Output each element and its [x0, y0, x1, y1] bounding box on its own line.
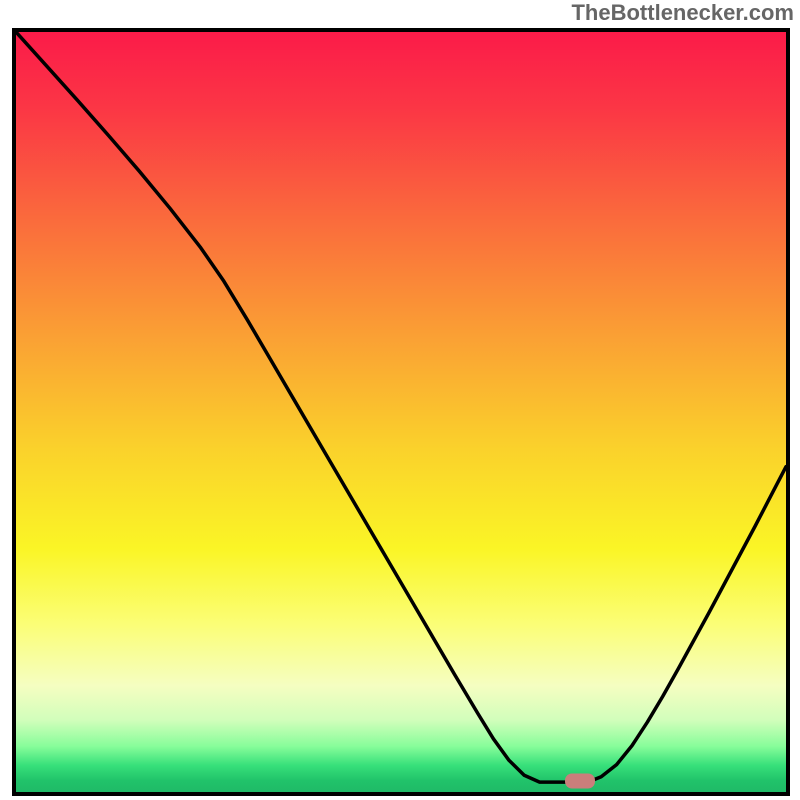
bottleneck-chart [12, 28, 790, 796]
source-watermark: TheBottlenecker.com [571, 0, 794, 26]
chart-curve-layer [16, 32, 786, 792]
optimal-point-marker [565, 774, 595, 789]
bottleneck-curve [16, 32, 786, 782]
